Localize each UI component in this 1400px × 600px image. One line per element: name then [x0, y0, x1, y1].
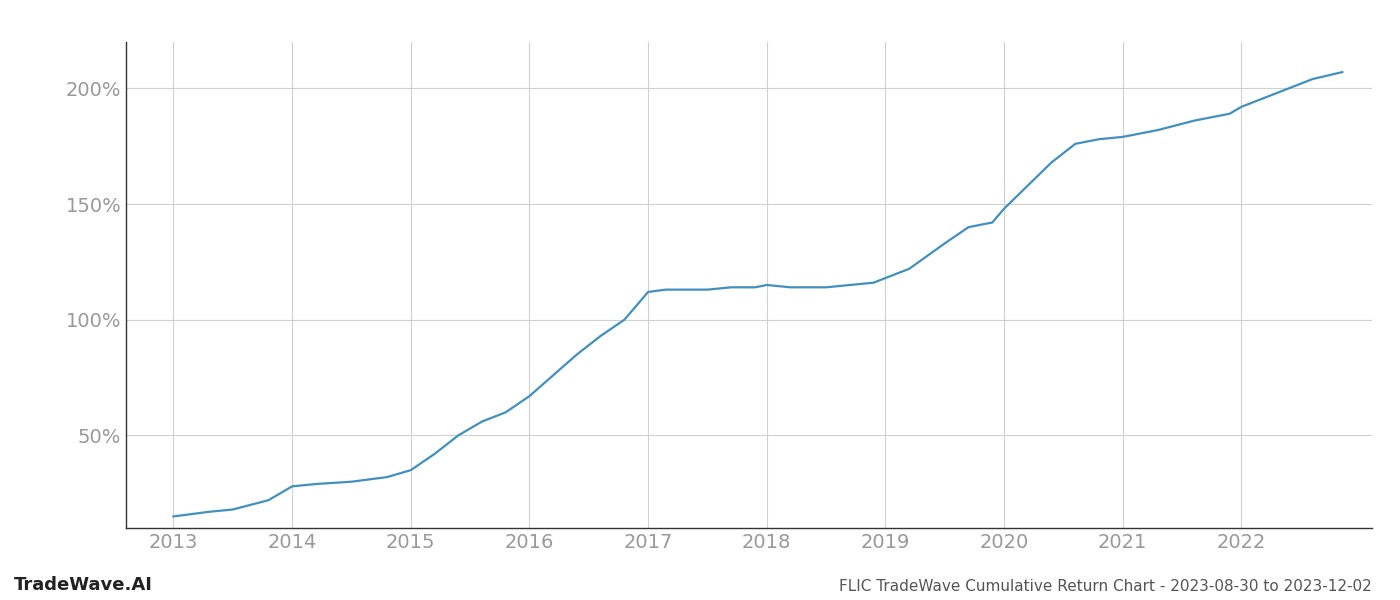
Text: FLIC TradeWave Cumulative Return Chart - 2023-08-30 to 2023-12-02: FLIC TradeWave Cumulative Return Chart -… — [839, 579, 1372, 594]
Text: TradeWave.AI: TradeWave.AI — [14, 576, 153, 594]
